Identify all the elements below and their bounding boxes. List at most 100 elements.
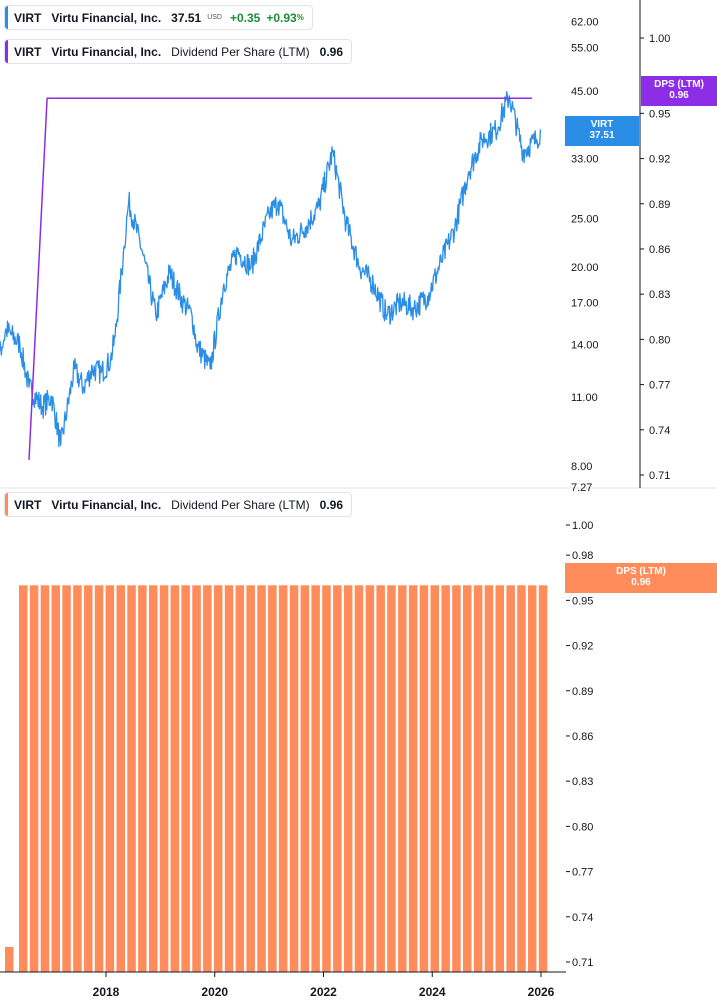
dps-bar [40,585,50,972]
dps-bar [181,585,190,972]
dps-bar [203,585,212,972]
legend-metric: Dividend Per Share (LTM) [171,497,310,512]
dps-bar [213,585,223,972]
tag-label: VIRT [590,119,614,130]
dps-bar [127,585,136,972]
legend-dps-bottom[interactable]: VIRT Virtu Financial, Inc. Dividend Per … [4,492,353,517]
dps-bar [538,585,548,972]
dps-bar [94,585,104,972]
dps-bar [517,585,526,972]
price-tick-label: 8.00 [571,461,592,473]
legend-currency: USD [207,14,222,21]
dps-bar [398,585,407,972]
price-tick-label: 33.00 [571,153,599,165]
dps-bar [51,585,60,972]
dps-bar [408,585,418,972]
legend-symbol: VIRT [14,10,42,25]
dps-bar [506,585,515,972]
time-tick-label: 2026 [528,985,555,999]
bar-tick-label: 0.71 [572,957,593,969]
dps-bar [105,585,115,972]
bar-tick-label: 0.77 [572,867,593,879]
legend-symbol: VIRT [14,44,42,59]
bar-tick-label: 0.89 [572,686,593,698]
legend-price-value: 37.51 [171,10,202,25]
dps-bar [159,585,169,972]
dps-tick-label: 1.00 [649,33,670,45]
legend-pct-sign: % [296,13,304,22]
price-axis-min-label: 7.27 [571,482,592,494]
price-series-line [0,91,542,448]
dps-bar [73,585,82,972]
dps-bar [430,585,439,972]
dps-bar [376,585,385,972]
dps-bar [528,585,537,972]
dps-bar [170,585,180,972]
dps-price-tag-bottom: DPS (LTM) 0.96 [565,563,717,593]
dps-bar [473,585,483,972]
price-tick-label: 17.00 [571,297,599,309]
price-tick-label: 11.00 [571,392,598,404]
dps-bar [484,585,494,972]
dps-bar [365,585,375,972]
price-tick-label: 14.00 [571,340,599,352]
dps-tick-label: 0.80 [649,334,670,346]
dps-bar [419,585,429,972]
bar-tick-label: 0.98 [572,550,593,562]
dps-bar [257,585,266,972]
price-tick-label: 20.00 [571,262,599,274]
dps-bar [289,585,299,972]
bar-tick-label: 1.00 [572,520,593,532]
time-tick-label: 2024 [419,985,446,999]
dps-bar [300,585,310,972]
dps-bar [84,585,93,972]
dps-bar [463,585,472,972]
dps-bar [495,585,504,972]
time-tick-label: 2022 [310,985,337,999]
legend-dps-value: 0.96 [319,497,344,512]
dps-bar [138,585,147,972]
time-tick-label: 2020 [201,985,228,999]
bar-tick-label: 0.92 [572,641,593,653]
dps-bar [343,585,353,972]
dps-bar [322,585,331,972]
dps-bar [354,585,364,972]
dps-bar-first [5,946,14,972]
dps-tick-label: 0.89 [649,199,670,211]
dps-series-line [28,97,532,460]
legend-price[interactable]: VIRT Virtu Financial, Inc. 37.51 USD +0.… [4,5,313,30]
dps-price-tag-top: DPS (LTM) 0.96 [641,76,717,106]
dps-bar [62,585,71,972]
legend-dps-value: 0.96 [319,44,344,59]
bar-tick-label: 0.83 [572,776,593,788]
legend-change: +0.35 [229,10,261,25]
dps-tick-label: 0.92 [649,154,670,166]
dps-tick-label: 0.86 [649,244,670,256]
tag-value: 37.51 [589,130,615,141]
virt-price-tag: VIRT 37.51 [565,116,639,146]
dps-bar [333,585,342,972]
dps-bar [246,585,255,972]
price-tick-label: 62.00 [571,16,599,28]
dps-bar [268,585,277,972]
dps-bar [192,585,201,972]
dps-tick-label: 0.74 [649,425,670,437]
bar-tick-label: 0.80 [572,821,593,833]
time-tick-label: 2018 [93,985,120,999]
legend-dps-top[interactable]: VIRT Virtu Financial, Inc. Dividend Per … [4,39,353,64]
legend-name: Virtu Financial, Inc. [51,497,162,512]
legend-name: Virtu Financial, Inc. [51,44,162,59]
tag-value: 0.96 [631,577,651,588]
legend-symbol: VIRT [14,497,42,512]
tag-value: 0.96 [669,90,689,101]
legend-change-pct: +0.93 [266,10,297,25]
dps-bar [19,585,28,972]
legend-name: Virtu Financial, Inc. [51,10,162,25]
dps-tick-label: 0.77 [649,380,670,392]
dps-bar [278,585,288,972]
dps-bar [224,585,234,972]
price-tick-label: 55.00 [571,42,599,54]
price-tick-label: 25.00 [571,214,599,226]
dps-bar [235,585,245,972]
